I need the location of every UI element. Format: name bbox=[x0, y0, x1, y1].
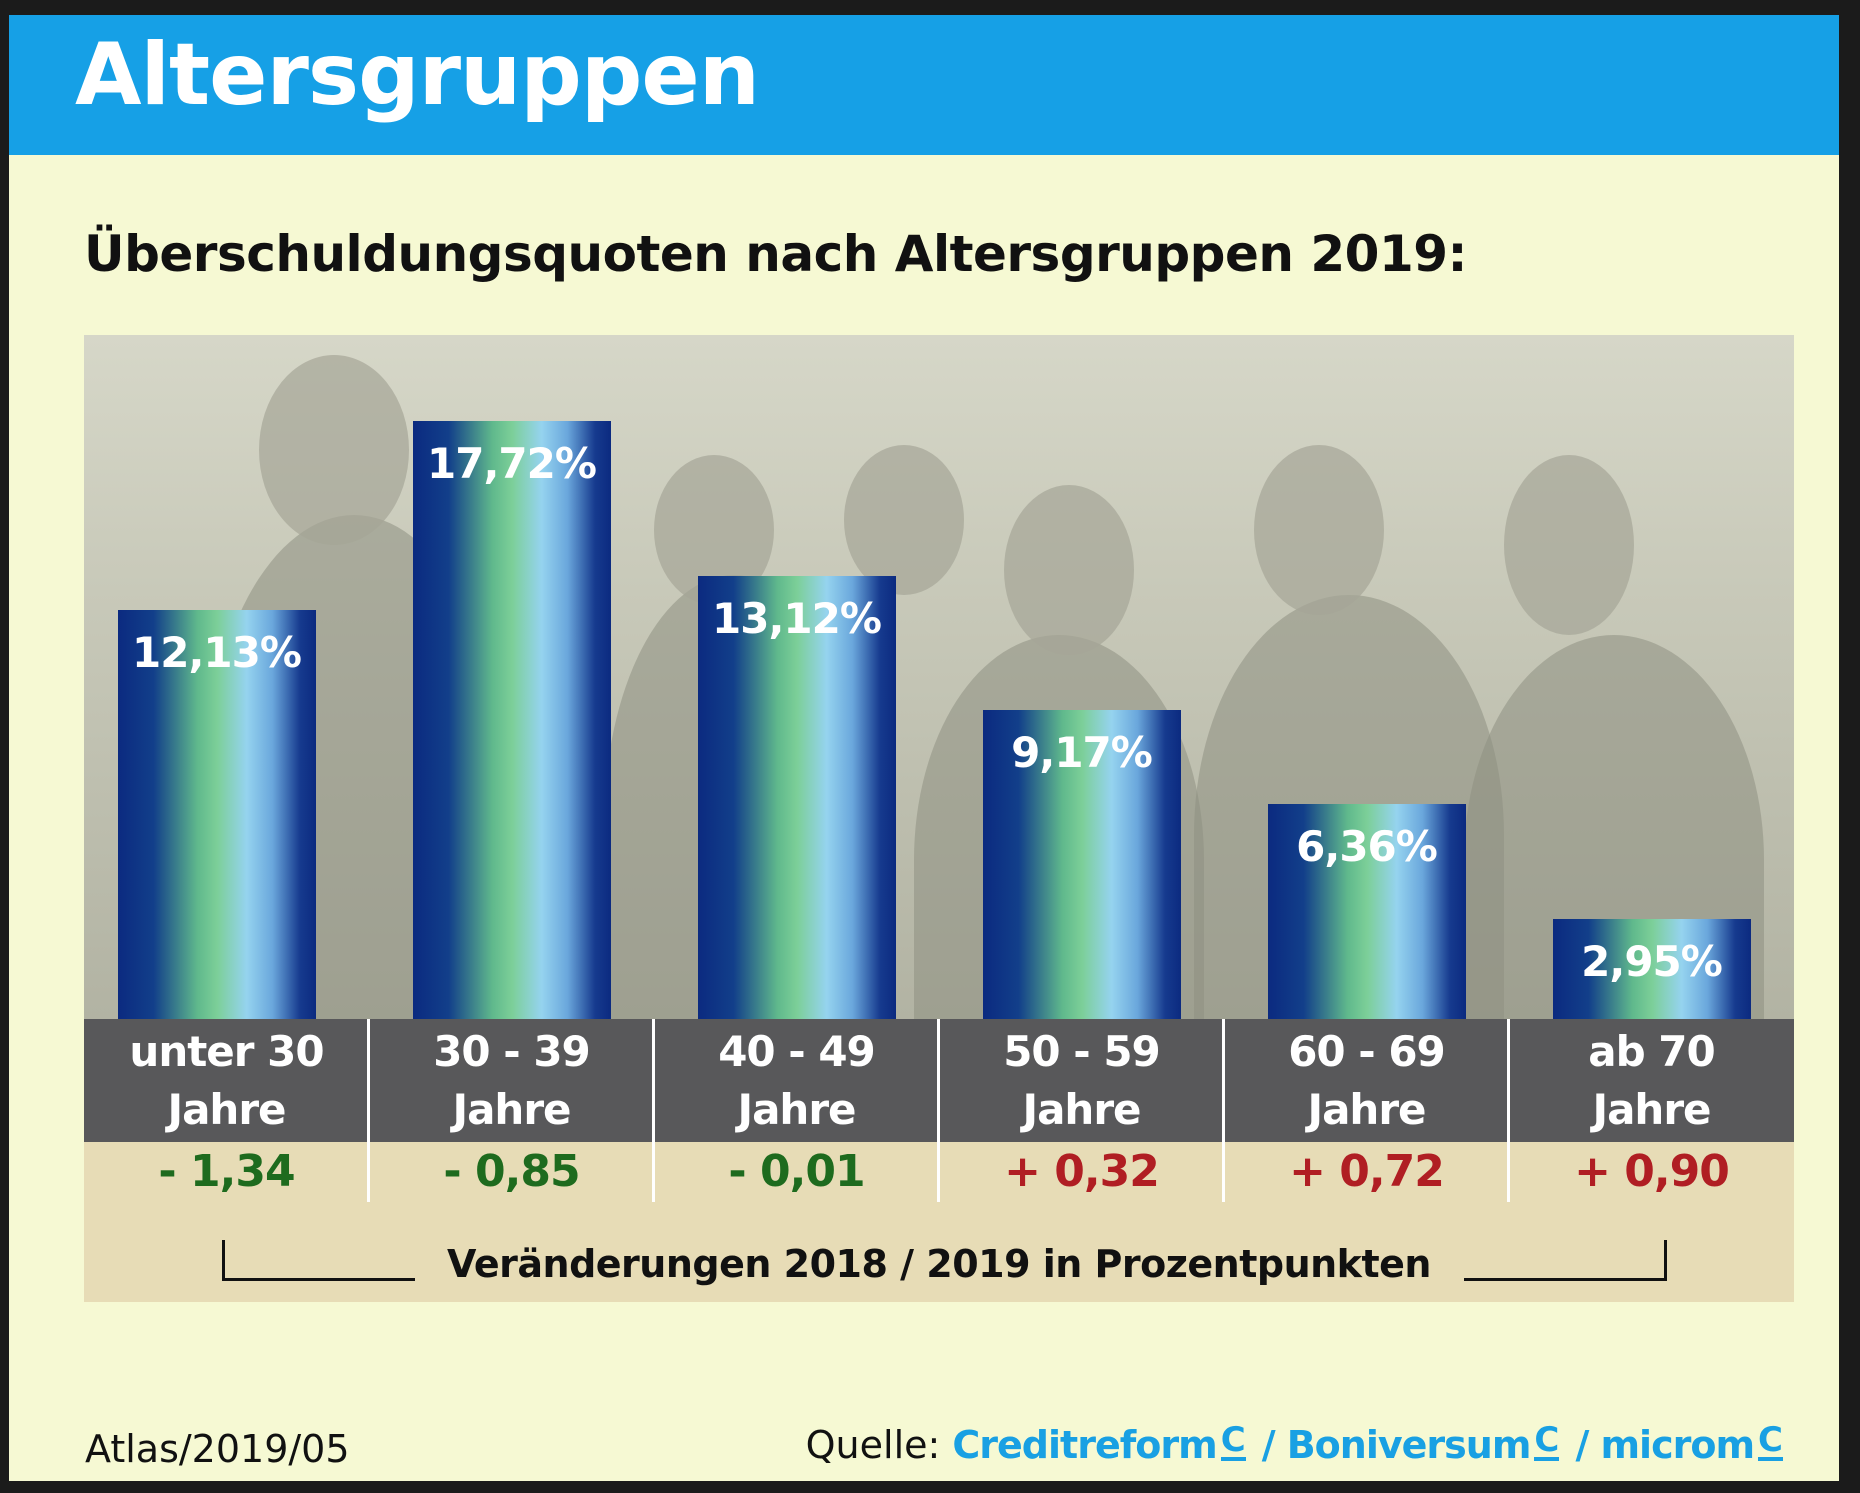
category-label-line: Jahre bbox=[452, 1085, 571, 1134]
category-label: 60 - 69 Jahre bbox=[1224, 1019, 1509, 1142]
bar-value-label: 6,36% bbox=[1296, 822, 1438, 872]
category-label-line: 50 - 59 bbox=[1003, 1027, 1161, 1076]
source-microm: microm bbox=[1600, 1423, 1755, 1467]
bar-2: 13,12% bbox=[697, 576, 896, 1019]
bar-0: 12,13% bbox=[117, 609, 316, 1019]
category-label: ab 70 Jahre bbox=[1509, 1019, 1794, 1142]
column-divider bbox=[367, 1019, 370, 1142]
category-label-line: Jahre bbox=[1022, 1085, 1141, 1134]
source-prefix: Quelle: bbox=[805, 1423, 941, 1467]
page-title: Altersgruppen bbox=[75, 25, 760, 125]
bar-value-label: 2,95% bbox=[1581, 937, 1723, 987]
chart-subtitle: Überschuldungsquoten nach Altersgruppen … bbox=[84, 225, 1468, 283]
category-label-line: 30 - 39 bbox=[433, 1027, 591, 1076]
category-label: 40 - 49 Jahre bbox=[654, 1019, 939, 1142]
column-divider bbox=[1222, 1019, 1225, 1142]
change-value: - 0,85 bbox=[443, 1146, 580, 1197]
category-label-line: ab 70 bbox=[1588, 1027, 1715, 1076]
column-divider bbox=[367, 1142, 370, 1202]
category-label: 50 - 59 Jahre bbox=[939, 1019, 1224, 1142]
category-label-line: Jahre bbox=[1592, 1085, 1711, 1134]
atlas-reference: Atlas/2019/05 bbox=[85, 1427, 350, 1471]
category-label-line: 40 - 49 bbox=[718, 1027, 876, 1076]
bar-value-label: 17,72% bbox=[427, 438, 597, 488]
column-divider bbox=[652, 1019, 655, 1142]
category-label-line: Jahre bbox=[1307, 1085, 1426, 1134]
source-creditreform: Creditreform bbox=[952, 1423, 1217, 1467]
change-value: - 0,01 bbox=[728, 1146, 865, 1197]
source-separator: / bbox=[1575, 1423, 1589, 1467]
change-value: - 1,34 bbox=[158, 1146, 295, 1197]
category-label-line: unter 30 bbox=[129, 1027, 324, 1076]
column-divider bbox=[1507, 1142, 1510, 1202]
bar-3: 9,17% bbox=[982, 709, 1181, 1019]
creditreform-logo-icon: C bbox=[1220, 1420, 1246, 1461]
category-label-line: Jahre bbox=[167, 1085, 286, 1134]
column-divider bbox=[1222, 1142, 1225, 1202]
column-divider bbox=[652, 1142, 655, 1202]
infographic-frame: Altersgruppen Überschuldungsquoten nach … bbox=[6, 12, 1842, 1484]
change-band: Veränderungen 2018 / 2019 in Prozentpunk… bbox=[84, 1142, 1794, 1302]
bar-1: 17,72% bbox=[412, 420, 611, 1019]
bracket-right bbox=[1464, 1240, 1667, 1281]
source-separator: / bbox=[1261, 1423, 1276, 1467]
column-divider bbox=[937, 1019, 940, 1142]
bar-value-label: 9,17% bbox=[1011, 727, 1153, 777]
boniversum-logo-icon: C bbox=[1534, 1420, 1560, 1461]
bar-4: 6,36% bbox=[1267, 804, 1466, 1019]
microm-logo-icon: C bbox=[1758, 1420, 1783, 1461]
category-label-line: Jahre bbox=[737, 1085, 856, 1134]
bar-value-label: 12,13% bbox=[132, 627, 302, 677]
change-caption: Veränderungen 2018 / 2019 in Prozentpunk… bbox=[447, 1242, 1431, 1286]
bar-5: 2,95% bbox=[1552, 919, 1751, 1019]
bar-plot: 12,13% 17,72% 13,12% 9,17% 6,36% 2,95% bbox=[84, 335, 1794, 1019]
change-value: + 0,90 bbox=[1574, 1146, 1730, 1197]
column-divider bbox=[937, 1142, 940, 1202]
category-label: 30 - 39 Jahre bbox=[369, 1019, 654, 1142]
column-divider bbox=[1507, 1019, 1510, 1142]
category-label-line: 60 - 69 bbox=[1288, 1027, 1446, 1076]
bar-value-label: 13,12% bbox=[712, 594, 882, 644]
category-label: unter 30 Jahre bbox=[84, 1019, 369, 1142]
header-band: Altersgruppen bbox=[9, 15, 1839, 155]
change-value: + 0,32 bbox=[1004, 1146, 1160, 1197]
bracket-left bbox=[222, 1240, 415, 1281]
change-value: + 0,72 bbox=[1289, 1146, 1445, 1197]
source-line: Quelle: Creditreform C / Boniversum C / mi… bbox=[806, 1423, 1787, 1467]
source-boniversum: Boniversum bbox=[1286, 1423, 1532, 1467]
category-band: unter 30 Jahre 30 - 39 Jahre 40 - 49 Jahre 50 … bbox=[84, 1019, 1794, 1142]
